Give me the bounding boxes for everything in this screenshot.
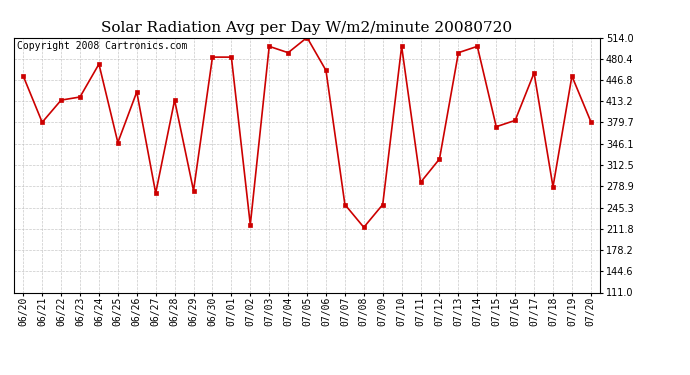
Title: Solar Radiation Avg per Day W/m2/minute 20080720: Solar Radiation Avg per Day W/m2/minute … [101,21,513,35]
Text: Copyright 2008 Cartronics.com: Copyright 2008 Cartronics.com [17,41,187,51]
